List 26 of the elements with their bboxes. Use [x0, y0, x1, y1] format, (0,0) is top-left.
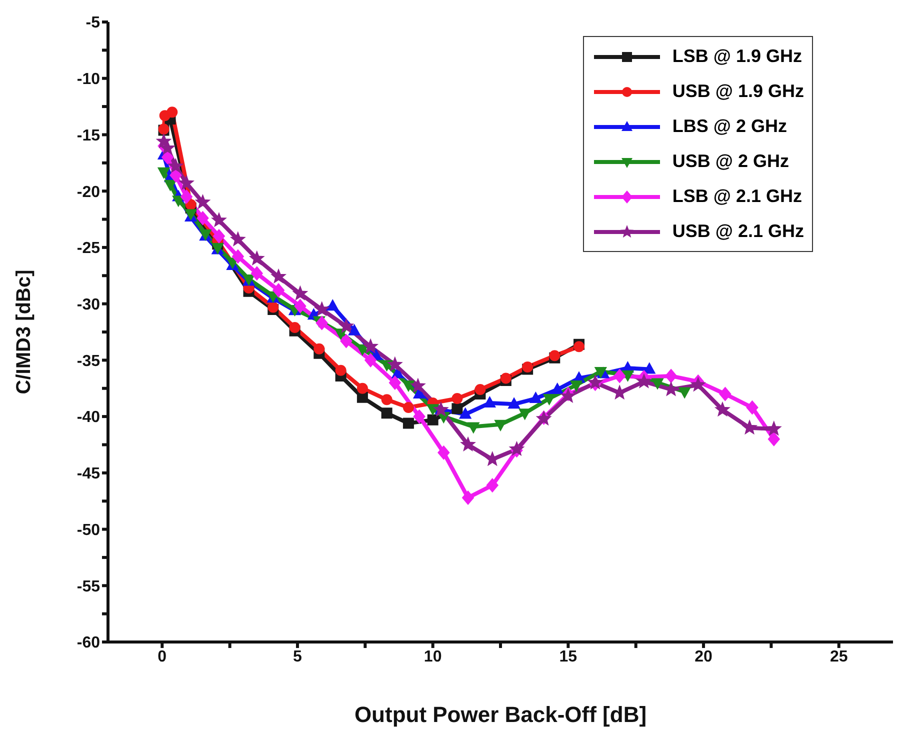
y-tick-label: -55 — [76, 578, 100, 596]
y-tick-label: -35 — [76, 352, 100, 370]
y-tick-label: -20 — [76, 184, 100, 201]
legend-label: LBS @ 2 GHz — [672, 116, 787, 137]
y-axis-title: C/IMD3 [dBc] — [13, 270, 36, 394]
legend-label: USB @ 1.9 GHz — [672, 81, 804, 102]
legend-label: LSB @ 1.9 GHz — [672, 46, 802, 67]
y-tick-label: -25 — [76, 240, 100, 258]
x-axis-title: Output Power Back-Off [dB] — [354, 702, 647, 727]
y-tick-label: -60 — [76, 634, 100, 652]
y-tick-label: -45 — [76, 466, 100, 483]
y-tick-label: -5 — [86, 14, 100, 32]
legend-label: USB @ 2 GHz — [672, 151, 789, 172]
y-tick-label: -40 — [76, 409, 100, 426]
x-tick-label: 0 — [158, 648, 167, 666]
x-tick-label: 5 — [293, 648, 302, 666]
x-tick-label: 20 — [694, 648, 713, 666]
y-tick-label: -30 — [76, 296, 100, 314]
y-tick-label: -15 — [76, 127, 100, 144]
legend-label: USB @ 2.1 GHz — [672, 221, 804, 242]
legend-label: LSB @ 2.1 GHz — [672, 186, 802, 207]
x-tick-label: 15 — [559, 648, 578, 666]
y-tick-label: -10 — [76, 71, 100, 88]
x-tick-label: 10 — [424, 648, 442, 666]
y-tick-label: -50 — [76, 522, 100, 539]
x-tick-label: 25 — [830, 648, 848, 666]
